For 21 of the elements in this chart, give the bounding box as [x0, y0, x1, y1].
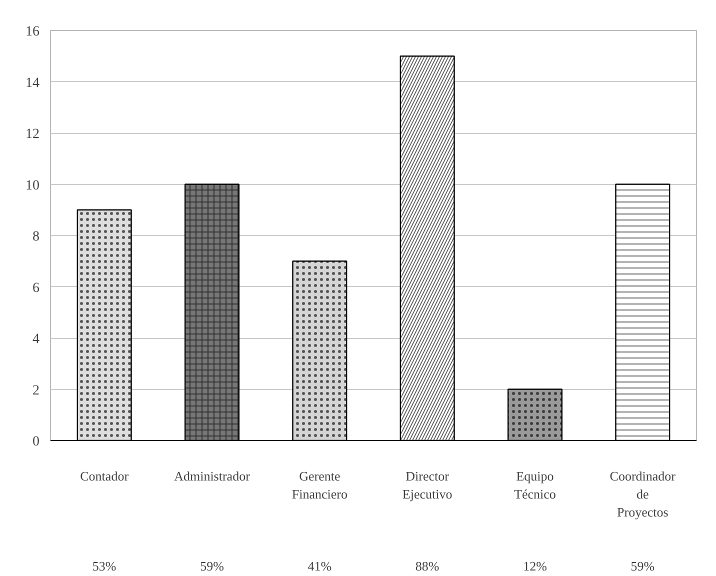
- y-tick-label: 2: [32, 383, 40, 398]
- y-tick-label: 10: [26, 178, 40, 194]
- x-tick-label: Director Ejecutivo: [402, 468, 452, 502]
- text: 53%: [92, 558, 116, 574]
- text: 41%: [308, 558, 332, 574]
- x-tick-label: Coordinador de Proyectos: [610, 468, 676, 520]
- y-tick-label: 16: [26, 24, 40, 40]
- x-tick-label: Administrador: [174, 468, 251, 484]
- y-tick-label: 6: [32, 280, 40, 296]
- y-tick-label: 8: [32, 230, 40, 244]
- y-tick-label: 14: [26, 76, 40, 91]
- y-tick-label: 4: [32, 332, 40, 347]
- text: 12%: [523, 558, 548, 574]
- x-tick-label: Equipo Técnico: [514, 468, 556, 502]
- y-tick-label: 12: [26, 127, 40, 142]
- x-tick-label: Contador: [80, 468, 130, 484]
- text: 59%: [630, 558, 655, 574]
- text: 88%: [415, 558, 440, 574]
- y-tick-label: 0: [32, 434, 40, 450]
- text: 59%: [200, 558, 224, 574]
- x-tick-label: Gerente Financiero: [292, 468, 348, 502]
